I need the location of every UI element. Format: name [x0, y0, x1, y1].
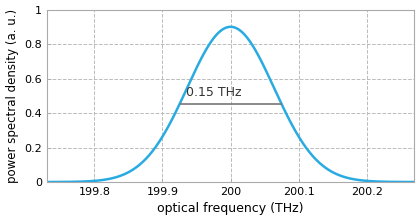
- Y-axis label: power spectral density (a. u.): power spectral density (a. u.): [5, 9, 18, 183]
- X-axis label: optical frequency (THz): optical frequency (THz): [158, 202, 304, 215]
- Text: 0.15 THz: 0.15 THz: [186, 86, 242, 99]
